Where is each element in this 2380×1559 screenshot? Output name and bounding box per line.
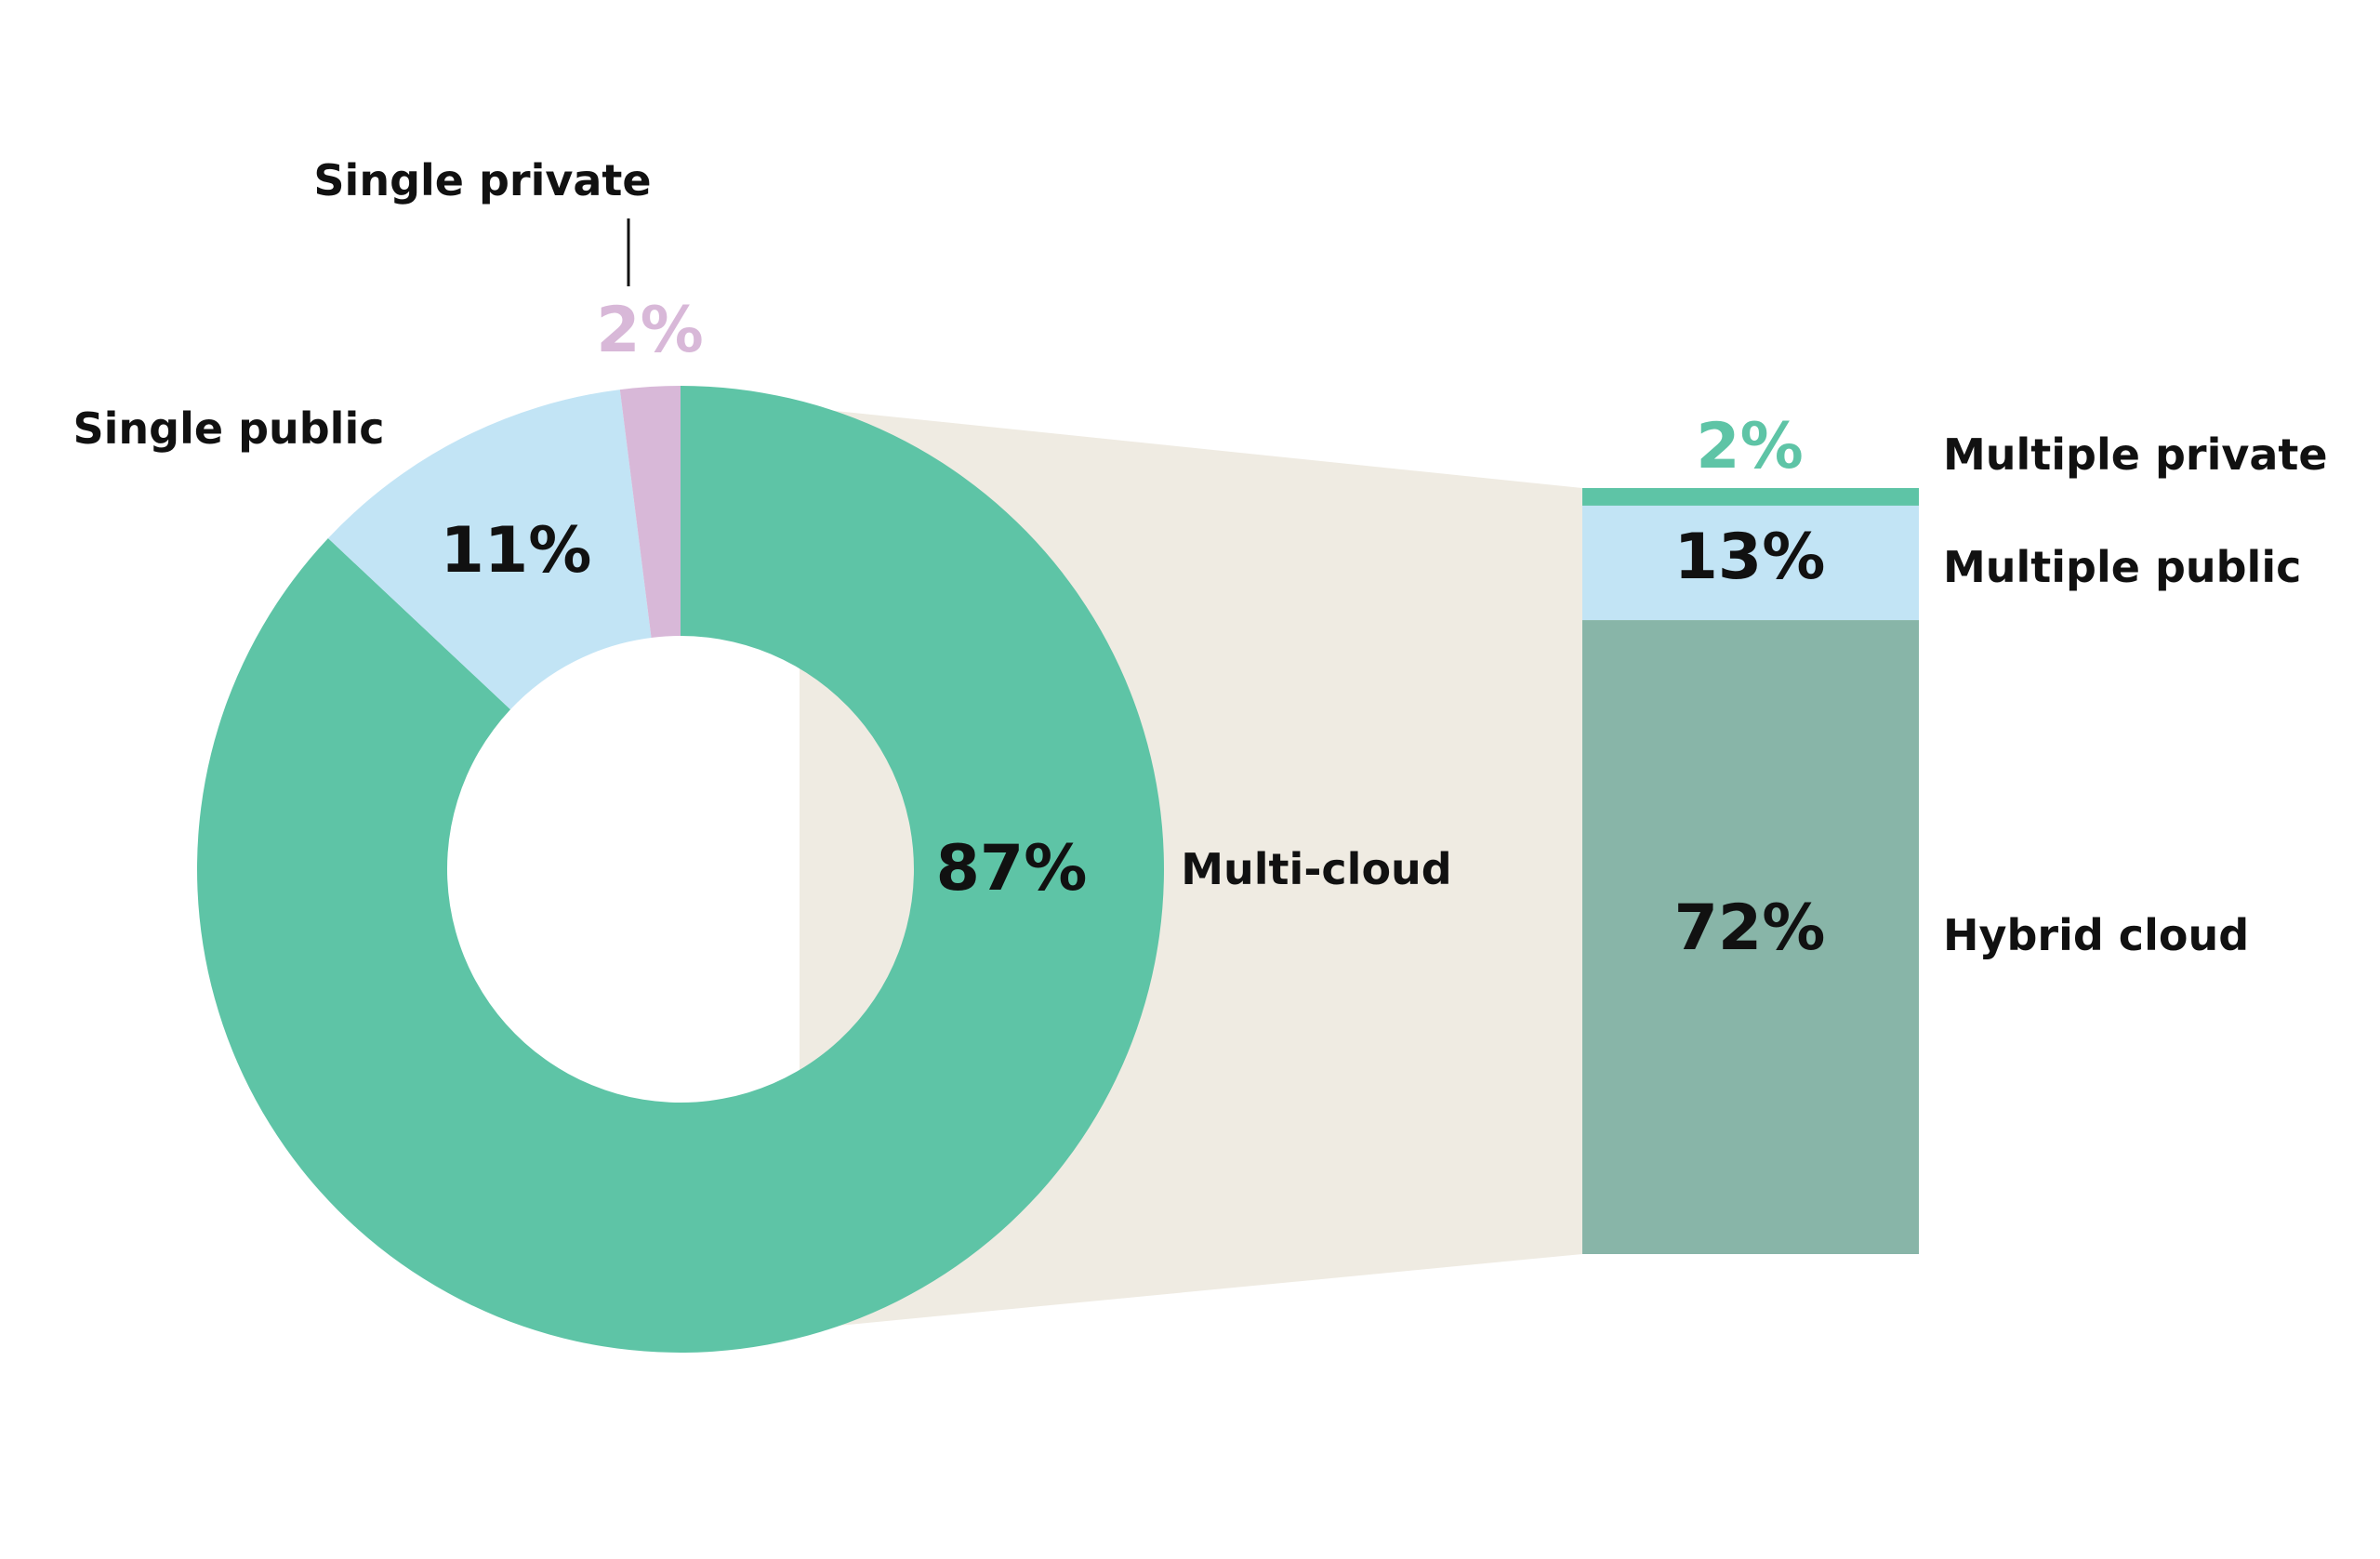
label-hybrid-cloud: Hybrid cloud: [1943, 910, 2249, 960]
label-single-public: Single public: [73, 403, 385, 454]
label-multi-cloud: Multi-cloud: [1181, 844, 1451, 894]
pct-multiple-private: 2%: [1696, 410, 1803, 483]
slice-multi-cloud: [196, 386, 1164, 1353]
pct-single-public: 11%: [441, 514, 592, 588]
bar-segment-multiple-public: [1582, 505, 1919, 621]
pct-hybrid-cloud: 72%: [1674, 892, 1826, 965]
bar-segment-multiple-private: [1582, 488, 1919, 506]
bar-segment-hybrid-cloud: [1582, 620, 1919, 1254]
slice-single-private: [619, 386, 681, 638]
donut: [196, 386, 1164, 1353]
breakdown-bar: [1582, 488, 1919, 1254]
slice-single-public: [327, 390, 652, 710]
pct-single-private: 2%: [596, 294, 703, 367]
pct-multi-cloud: 87%: [936, 832, 1088, 905]
label-single-private: Single private: [313, 155, 651, 205]
label-multiple-private: Multiple private: [1943, 429, 2328, 480]
label-multiple-public: Multiple public: [1943, 542, 2301, 592]
pct-multiple-public: 13%: [1674, 521, 1826, 594]
